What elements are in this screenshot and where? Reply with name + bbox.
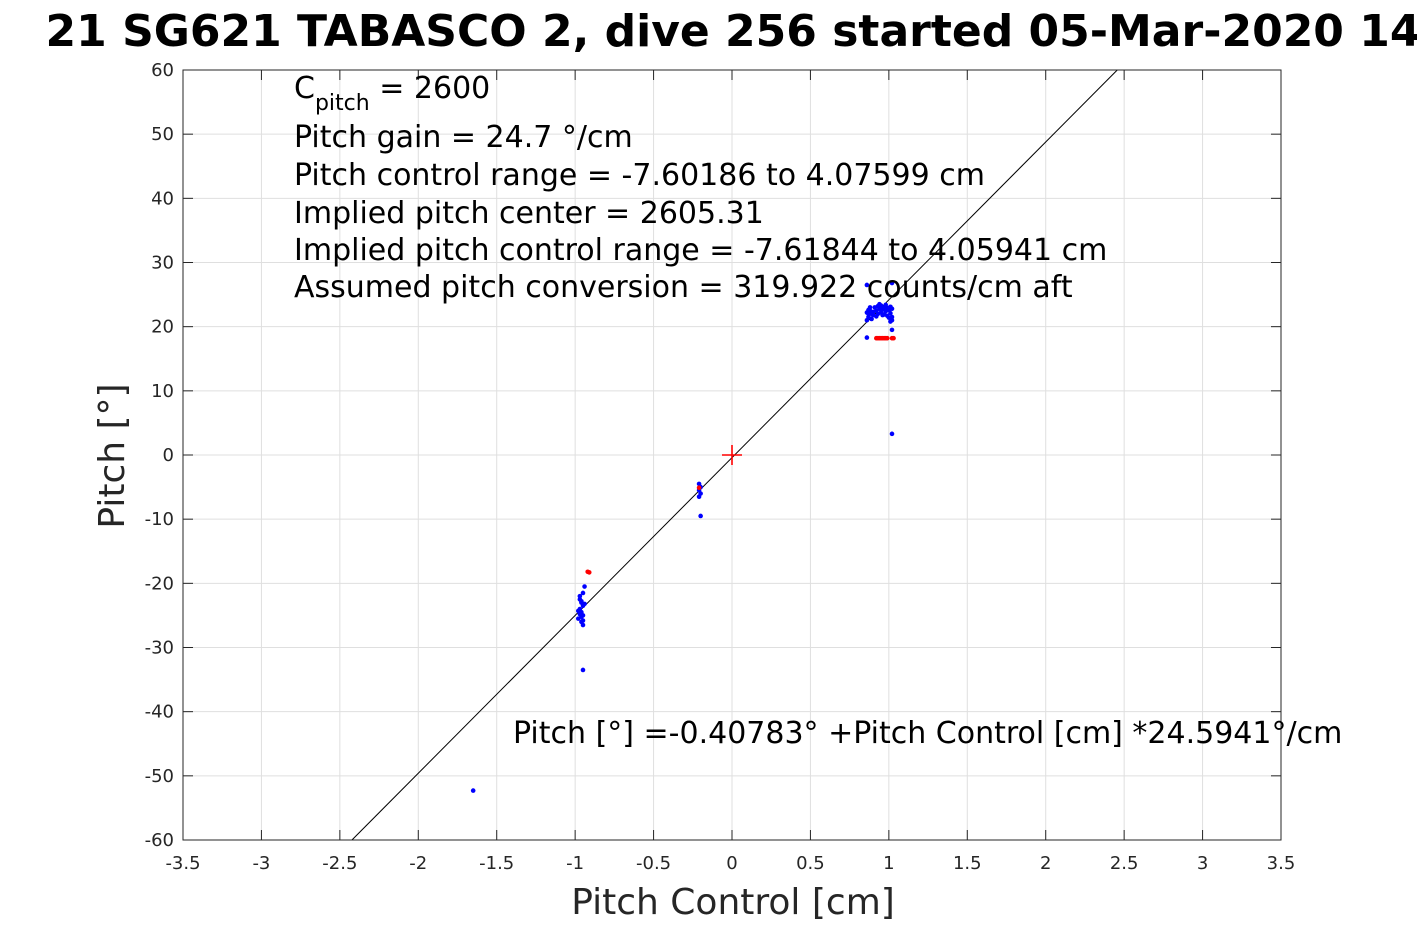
data-point-red: [884, 335, 890, 341]
chart-title: 21 SG621 TABASCO 2, dive 256 started 05-…: [46, 6, 1417, 57]
data-point-blue: [888, 304, 893, 310]
data-point-blue: [579, 614, 584, 619]
x-tick-label: 1.5: [953, 853, 982, 874]
data-point-red: [586, 570, 592, 575]
data-point-blue: [582, 601, 587, 607]
data-point-blue: [889, 327, 895, 333]
x-tick-label: 0.5: [796, 853, 825, 874]
y-tick-label: -20: [145, 573, 174, 594]
y-tick-label: 0: [163, 445, 174, 466]
x-tick-label: -3: [252, 853, 270, 874]
x-tick-label: -0.5: [636, 853, 671, 874]
origin-marker-group: [722, 445, 742, 465]
data-point-blue: [577, 593, 583, 599]
data-point-blue: [869, 316, 874, 322]
y-tick-label: -60: [145, 830, 174, 851]
x-tick-label: 0: [726, 853, 737, 874]
data-point-blue: [580, 667, 586, 673]
data-point-blue: [880, 312, 885, 318]
annotation-block: Cpitch = 2600 Pitch gain = 24.7 °/cmPitch…: [294, 71, 1107, 305]
y-tick-label: -50: [145, 766, 174, 787]
data-point-blue: [864, 282, 870, 288]
x-tick-label: 2: [1040, 853, 1051, 874]
fit-annotation: Pitch [°] =-0.40783° +Pitch Control [cm]…: [513, 716, 1342, 751]
annotation-line: Pitch gain = 24.7 °/cm: [294, 120, 633, 155]
data-point-blue: [864, 310, 870, 315]
data-point-blue: [888, 310, 893, 316]
data-point-blue: [883, 302, 889, 308]
data-point-blue: [696, 494, 702, 500]
y-tick-label: 10: [151, 381, 174, 402]
data-point-blue: [698, 513, 703, 519]
data-point-blue: [886, 315, 892, 320]
y-tick-label: -40: [145, 702, 174, 723]
data-point-blue: [580, 622, 586, 628]
y-tick-label: 60: [151, 60, 174, 81]
annotation-line: Implied pitch control range = -7.61844 t…: [294, 233, 1107, 268]
axis-ticks: -3.5 -3 -2.5 -2 -1.5 -1 -0.5 0 0.5 1 1.5 2 2.5 3 3.5 -6…: [145, 60, 1296, 874]
x-tick-label: -2.5: [322, 853, 357, 874]
data-point-blue: [888, 319, 893, 324]
y-tick-label: 30: [151, 253, 174, 274]
annotation-line: Assumed pitch conversion = 319.922 count…: [294, 270, 1073, 305]
x-tick-label: 3: [1197, 853, 1208, 874]
x-tick-label: -1: [566, 853, 584, 874]
data-points: [470, 280, 896, 793]
data-point-blue: [875, 311, 881, 317]
y-tick-label: -30: [145, 638, 174, 659]
x-tick-label: 3.5: [1267, 853, 1296, 874]
y-tick-label: 20: [151, 317, 174, 338]
y-axis-label: Pitch [°]: [92, 383, 133, 528]
annotation-line: Pitch control range = -7.60186 to 4.0759…: [294, 158, 985, 193]
data-point-red: [891, 335, 896, 341]
data-point-blue: [470, 788, 476, 793]
annotation-line: Cpitch = 2600: [294, 71, 490, 116]
y-tick-label: 40: [151, 188, 174, 209]
data-point-blue: [582, 584, 587, 589]
data-point-red: [696, 485, 702, 491]
x-tick-label: 1: [883, 853, 894, 874]
x-tick-label: -3.5: [165, 853, 200, 874]
data-point-blue: [580, 590, 586, 596]
data-point-blue: [864, 335, 870, 340]
annotation-line: Implied pitch center = 2605.31: [294, 196, 764, 231]
x-axis-label: Pitch Control [cm]: [571, 882, 895, 923]
data-point-blue: [889, 431, 895, 437]
x-tick-label: 2.5: [1110, 853, 1139, 874]
data-point-blue: [580, 618, 586, 623]
data-point-blue: [579, 599, 584, 604]
data-point-blue: [877, 301, 882, 307]
y-tick-label: 50: [151, 124, 174, 145]
x-tick-label: -1.5: [479, 853, 514, 874]
data-point-blue: [889, 280, 895, 286]
y-tick-label: -10: [145, 509, 174, 530]
x-tick-label: -2: [409, 853, 427, 874]
